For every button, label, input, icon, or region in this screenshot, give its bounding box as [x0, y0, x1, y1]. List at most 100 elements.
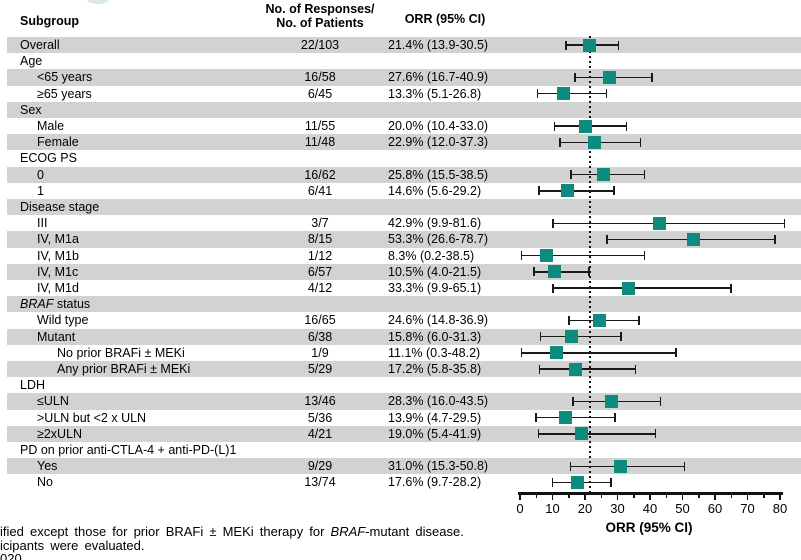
- row-orr-ci: 22.9% (12.0-37.3): [388, 135, 489, 150]
- orr-marker: [621, 281, 635, 295]
- orr-marker: [575, 427, 589, 441]
- orr-marker: [549, 346, 563, 360]
- row-label: PD on prior anti-CTLA-4 + anti-PD-(L)1: [20, 443, 237, 457]
- row-label: ≤ULN: [37, 394, 69, 409]
- row-responses: 22/103: [300, 38, 340, 52]
- row-orr-ci: 11.1% (0.3-48.2): [388, 345, 481, 360]
- row-band: [7, 393, 801, 410]
- ci-cap-left: [569, 461, 572, 471]
- row-responses: 5/36: [307, 410, 333, 425]
- row-band: [7, 328, 801, 345]
- orr-marker: [652, 216, 666, 230]
- ci-cap-left: [565, 40, 567, 50]
- row-orr-ci: 19.0% (5.4-41.9): [388, 426, 482, 441]
- ci-cap-right: [774, 235, 776, 244]
- row-orr-ci: 8.3% (0.2-38.5): [388, 248, 475, 263]
- axis-major-tick: [779, 495, 781, 500]
- page-watermark-circle: [86, 0, 110, 4]
- orr-marker: [587, 135, 601, 149]
- axis-tick-label: 50: [675, 501, 690, 516]
- row-orr-ci: 53.3% (26.6-78.7): [388, 232, 489, 247]
- row-band: [7, 361, 801, 378]
- row-label: Wild type: [37, 313, 89, 328]
- row-label: IV, M1a: [37, 232, 79, 247]
- orr-marker: [603, 71, 617, 84]
- ci-cap-right: [643, 251, 646, 261]
- row-responses: 1/9: [311, 345, 329, 360]
- row-responses: 8/15: [307, 232, 333, 247]
- row-label: Disease stage: [20, 200, 100, 214]
- row-orr-ci: 25.8% (15.5-38.5): [388, 167, 489, 182]
- row-responses: 6/38: [307, 329, 333, 344]
- row-band: [7, 199, 801, 216]
- ci-line: [535, 416, 616, 419]
- row-orr-ci: 33.3% (9.9-65.1): [388, 281, 482, 295]
- ci-cap-right: [605, 89, 608, 99]
- ci-line: [536, 92, 608, 95]
- column-header-responses-line1: No. of Responses/: [265, 2, 375, 16]
- orr-marker: [597, 168, 611, 182]
- x-axis-line: [518, 492, 783, 495]
- ci-cap-left: [568, 316, 570, 325]
- axis-minor-tick: [600, 495, 602, 498]
- ci-line: [552, 222, 786, 225]
- row-band: [7, 37, 801, 54]
- row-responses: 3/7: [311, 216, 329, 231]
- row-responses: 6/41: [307, 183, 333, 198]
- ci-cap-left: [553, 121, 556, 131]
- orr-marker: [593, 314, 607, 327]
- row-label: Any prior BRAFi ± MEKi: [57, 362, 191, 376]
- row-responses: 16/58: [304, 70, 336, 85]
- axis-tick-label: 20: [577, 501, 593, 516]
- row-responses: 11/55: [304, 119, 336, 133]
- x-axis-title: ORR (95% CI): [605, 520, 693, 535]
- row-label: >ULN but <2 x ULN: [37, 410, 147, 425]
- footnote-line: 020: [0, 551, 22, 560]
- ci-line: [537, 433, 657, 435]
- axis-major-tick: [551, 495, 554, 500]
- row-orr-ci: 14.6% (5.6-29.2): [388, 183, 482, 198]
- ci-line: [539, 335, 622, 338]
- ci-cap-left: [536, 89, 539, 99]
- ci-cap-right: [639, 137, 642, 147]
- row-orr-ci: 20.0% (10.4-33.0): [388, 119, 489, 133]
- orr-marker: [564, 330, 578, 344]
- ci-cap-right: [654, 429, 657, 439]
- ci-cap-left: [535, 413, 537, 423]
- axis-major-tick: [649, 495, 651, 500]
- row-orr-ci: 28.3% (16.0-43.5): [388, 394, 489, 409]
- footnote-line: ified except those for prior BRAFi ± MEK…: [0, 524, 464, 539]
- axis-tick-label: 30: [610, 501, 625, 516]
- axis-major-tick: [584, 495, 586, 500]
- column-header-subgroup: Subgroup: [20, 14, 80, 28]
- ci-cap-right: [610, 478, 612, 487]
- row-label: Male: [37, 119, 65, 133]
- row-orr-ci: 17.6% (9.7-28.2): [388, 475, 482, 490]
- ci-cap-left: [520, 348, 523, 358]
- row-band: [7, 134, 801, 151]
- column-header-responses-line2: No. of Patients: [276, 16, 364, 30]
- row-label: ECOG PS: [20, 151, 77, 166]
- ci-cap-right: [651, 73, 653, 82]
- row-responses: 11/48: [304, 135, 336, 150]
- orr-marker: [569, 362, 583, 376]
- row-responses: 16/65: [304, 313, 336, 328]
- row-band: [7, 231, 801, 248]
- ci-cap-right: [643, 170, 646, 180]
- row-band: [7, 458, 801, 475]
- ci-cap-left: [552, 283, 554, 293]
- axis-tick-label: 80: [772, 501, 788, 516]
- ci-cap-left: [551, 478, 554, 487]
- row-orr-ci: 21.4% (13.9-30.5): [388, 38, 489, 52]
- ci-line: [520, 254, 646, 257]
- row-label: 1: [37, 183, 44, 198]
- ci-cap-right: [625, 121, 628, 131]
- row-band: [7, 69, 801, 86]
- ci-line: [533, 271, 590, 273]
- ci-line: [569, 465, 686, 468]
- ci-cap-right: [730, 283, 732, 293]
- ci-line: [538, 368, 637, 370]
- row-band: [7, 425, 801, 442]
- ci-cap-left: [537, 429, 540, 439]
